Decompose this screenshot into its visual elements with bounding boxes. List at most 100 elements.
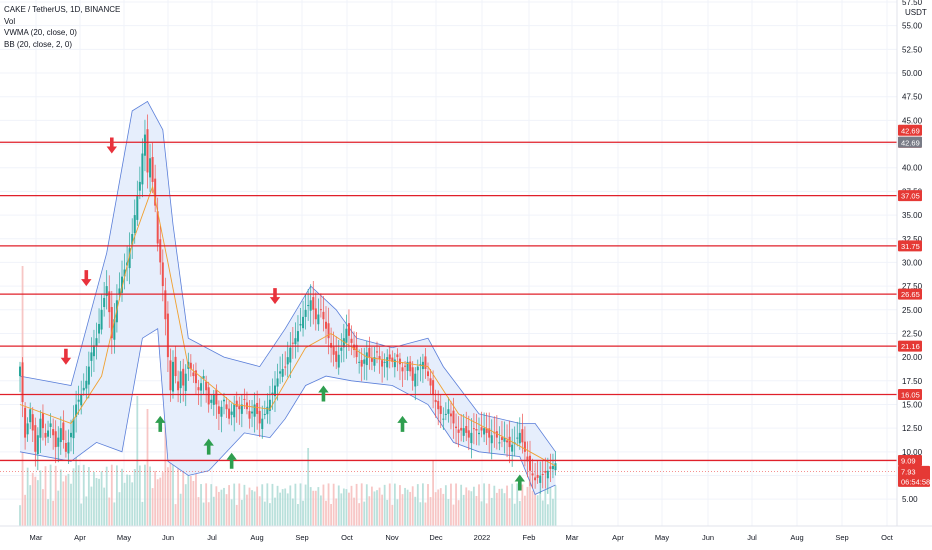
volume-bar: [376, 490, 378, 526]
price-tick-label: 12.50: [902, 424, 923, 433]
candle-body: [432, 380, 435, 396]
volume-bar: [314, 490, 317, 526]
volume-indicator-label[interactable]: Vol: [4, 16, 16, 26]
volume-bar: [526, 486, 529, 526]
volume-bar: [172, 464, 174, 526]
volume-bar: [506, 485, 508, 526]
volume-bar: [439, 488, 442, 526]
arrow-up-icon: [203, 438, 214, 455]
candle-body: [223, 399, 225, 402]
horizontal-levels[interactable]: [0, 141, 897, 462]
volume-bar: [536, 495, 539, 526]
candle-body: [230, 411, 233, 415]
candle-body: [172, 361, 174, 392]
volume-bar: [80, 503, 83, 526]
volume-bar: [72, 468, 75, 526]
volume-bar: [202, 502, 205, 526]
candle-body: [511, 444, 514, 452]
candle-body: [455, 426, 458, 429]
candle-body: [62, 422, 65, 440]
volume-bar: [192, 481, 195, 526]
candle-body: [279, 371, 282, 374]
candle-body: [39, 418, 42, 438]
candle-body: [465, 426, 468, 433]
candle-body: [304, 309, 307, 317]
price-tick-label: 25.00: [902, 306, 923, 315]
candle-body: [243, 398, 246, 400]
price-tick-label: 47.50: [902, 93, 923, 102]
last-level-badge: 42.69: [901, 138, 920, 147]
candle-body: [434, 399, 437, 403]
vwma-indicator-label[interactable]: VWMA (20, close, 0): [4, 28, 77, 37]
candle-body: [36, 435, 39, 454]
price-unit-label: USDT: [905, 8, 927, 17]
candle-body: [424, 356, 427, 369]
candle-body: [146, 129, 149, 173]
level-price-badge: 21.16: [901, 342, 920, 351]
volume-bar: [371, 486, 373, 526]
volume-bar: [437, 489, 440, 526]
candle-body: [258, 410, 261, 424]
time-tick-label: Apr: [612, 533, 624, 542]
volume-bar: [103, 487, 106, 526]
price-tick-label: 5.00: [902, 495, 918, 504]
candle-body: [240, 404, 243, 414]
candle-body: [353, 344, 356, 351]
candle-body: [281, 368, 284, 377]
candle-body: [87, 366, 90, 385]
volume-bar: [253, 491, 256, 526]
level-price-badge-bg: [898, 190, 922, 202]
candle-body: [358, 361, 361, 363]
candle-body: [503, 437, 506, 442]
time-tick-label: Oct: [341, 533, 354, 542]
candle-body: [393, 359, 396, 368]
volume-bar: [141, 501, 144, 526]
bollinger-upper-line: [19, 100, 556, 453]
volume-bar: [70, 483, 72, 526]
candle-body: [75, 404, 78, 417]
candle-body: [220, 406, 223, 417]
time-tick-label: Feb: [523, 533, 536, 542]
volume-bar: [123, 482, 126, 526]
volume-bar: [299, 483, 302, 526]
volume-bar: [156, 479, 159, 526]
price-tick-label: 27.50: [902, 282, 923, 291]
volume-bar: [378, 487, 381, 526]
volume-bar: [475, 496, 478, 526]
candle-body: [263, 413, 266, 415]
candle-body: [174, 356, 177, 377]
candle-body: [332, 346, 335, 355]
time-axis[interactable]: Mar Apr May Jun Jul Aug Sep Oct Nov Dec 2022 Feb Mar…: [30, 533, 894, 542]
candle-body: [467, 430, 470, 438]
bb-indicator-label[interactable]: BB (20, close, 2, 0): [4, 39, 73, 49]
candle-body: [110, 307, 113, 339]
volume-bar: [297, 504, 299, 526]
volume-bar: [284, 488, 287, 526]
volume-bar: [358, 503, 361, 526]
candle-body: [406, 361, 409, 371]
candle-body: [447, 409, 450, 414]
bollinger-band-fill: [20, 101, 556, 495]
time-tick-label: Jul: [207, 533, 217, 542]
candle-body: [166, 313, 169, 358]
volume-bar: [100, 471, 103, 526]
candle-body: [108, 291, 111, 313]
candle-body: [164, 290, 167, 320]
candle-body: [506, 440, 509, 443]
candle-body: [105, 286, 108, 297]
candle-body: [490, 435, 493, 444]
candle-body: [398, 358, 401, 365]
volume-bar: [529, 448, 531, 526]
candle-body: [248, 411, 251, 419]
volume-bar: [31, 472, 34, 526]
candle-body: [47, 430, 50, 437]
candle-body: [429, 378, 432, 386]
candle-body: [238, 406, 241, 410]
level-price-badge-bg: [898, 288, 922, 300]
symbol-title[interactable]: CAKE / TetherUS, 1D, BINANCE: [4, 5, 121, 14]
price-tick-label: 35.00: [902, 211, 923, 220]
volume-bar: [503, 493, 506, 526]
volume-bar: [95, 478, 98, 526]
candle-body: [449, 413, 452, 417]
